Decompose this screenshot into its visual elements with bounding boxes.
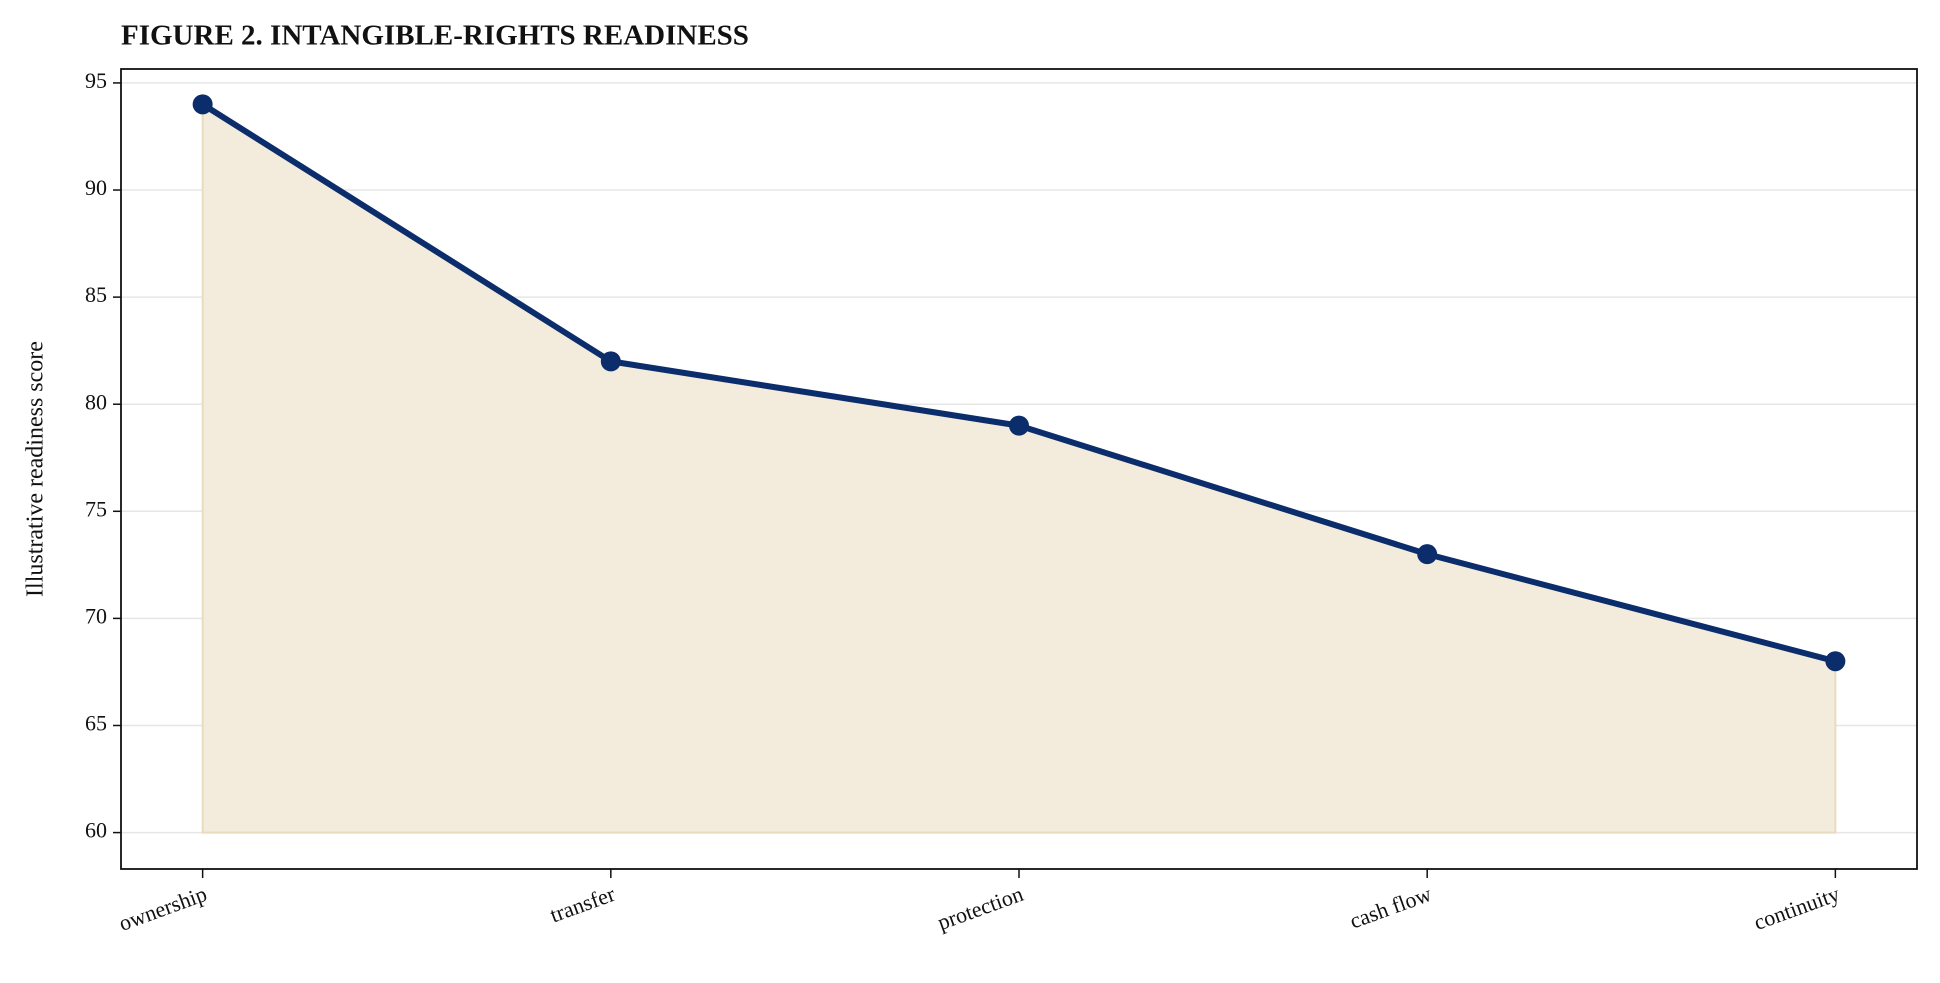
x-tick-label: cash flow xyxy=(1346,881,1434,934)
marker xyxy=(192,94,213,115)
y-tick-label: 60 xyxy=(85,818,107,843)
y-tick-label: 85 xyxy=(85,282,107,307)
marker xyxy=(1417,544,1438,565)
x-tick-label: protection xyxy=(934,881,1026,935)
chart-title: FIGURE 2. INTANGIBLE-RIGHTS READINESS xyxy=(121,20,749,52)
marker xyxy=(1009,415,1029,436)
marker xyxy=(1825,651,1846,672)
y-tick-label: 70 xyxy=(85,603,107,628)
marker xyxy=(600,351,621,372)
y-tick-label: 80 xyxy=(85,389,107,414)
y-tick-label: 90 xyxy=(85,175,107,200)
y-tick-label: 95 xyxy=(85,68,107,93)
area xyxy=(201,102,1837,834)
x-tick-label: continuity xyxy=(1750,881,1842,935)
x-tick-label: ownership xyxy=(115,881,210,936)
x-tick-label: transfer xyxy=(547,881,619,928)
plot-frame xyxy=(120,68,1918,870)
y-tick-label: 65 xyxy=(85,711,107,736)
y-tick-label: 75 xyxy=(85,496,107,521)
y-axis-label: Illustrative readiness score xyxy=(23,341,49,597)
